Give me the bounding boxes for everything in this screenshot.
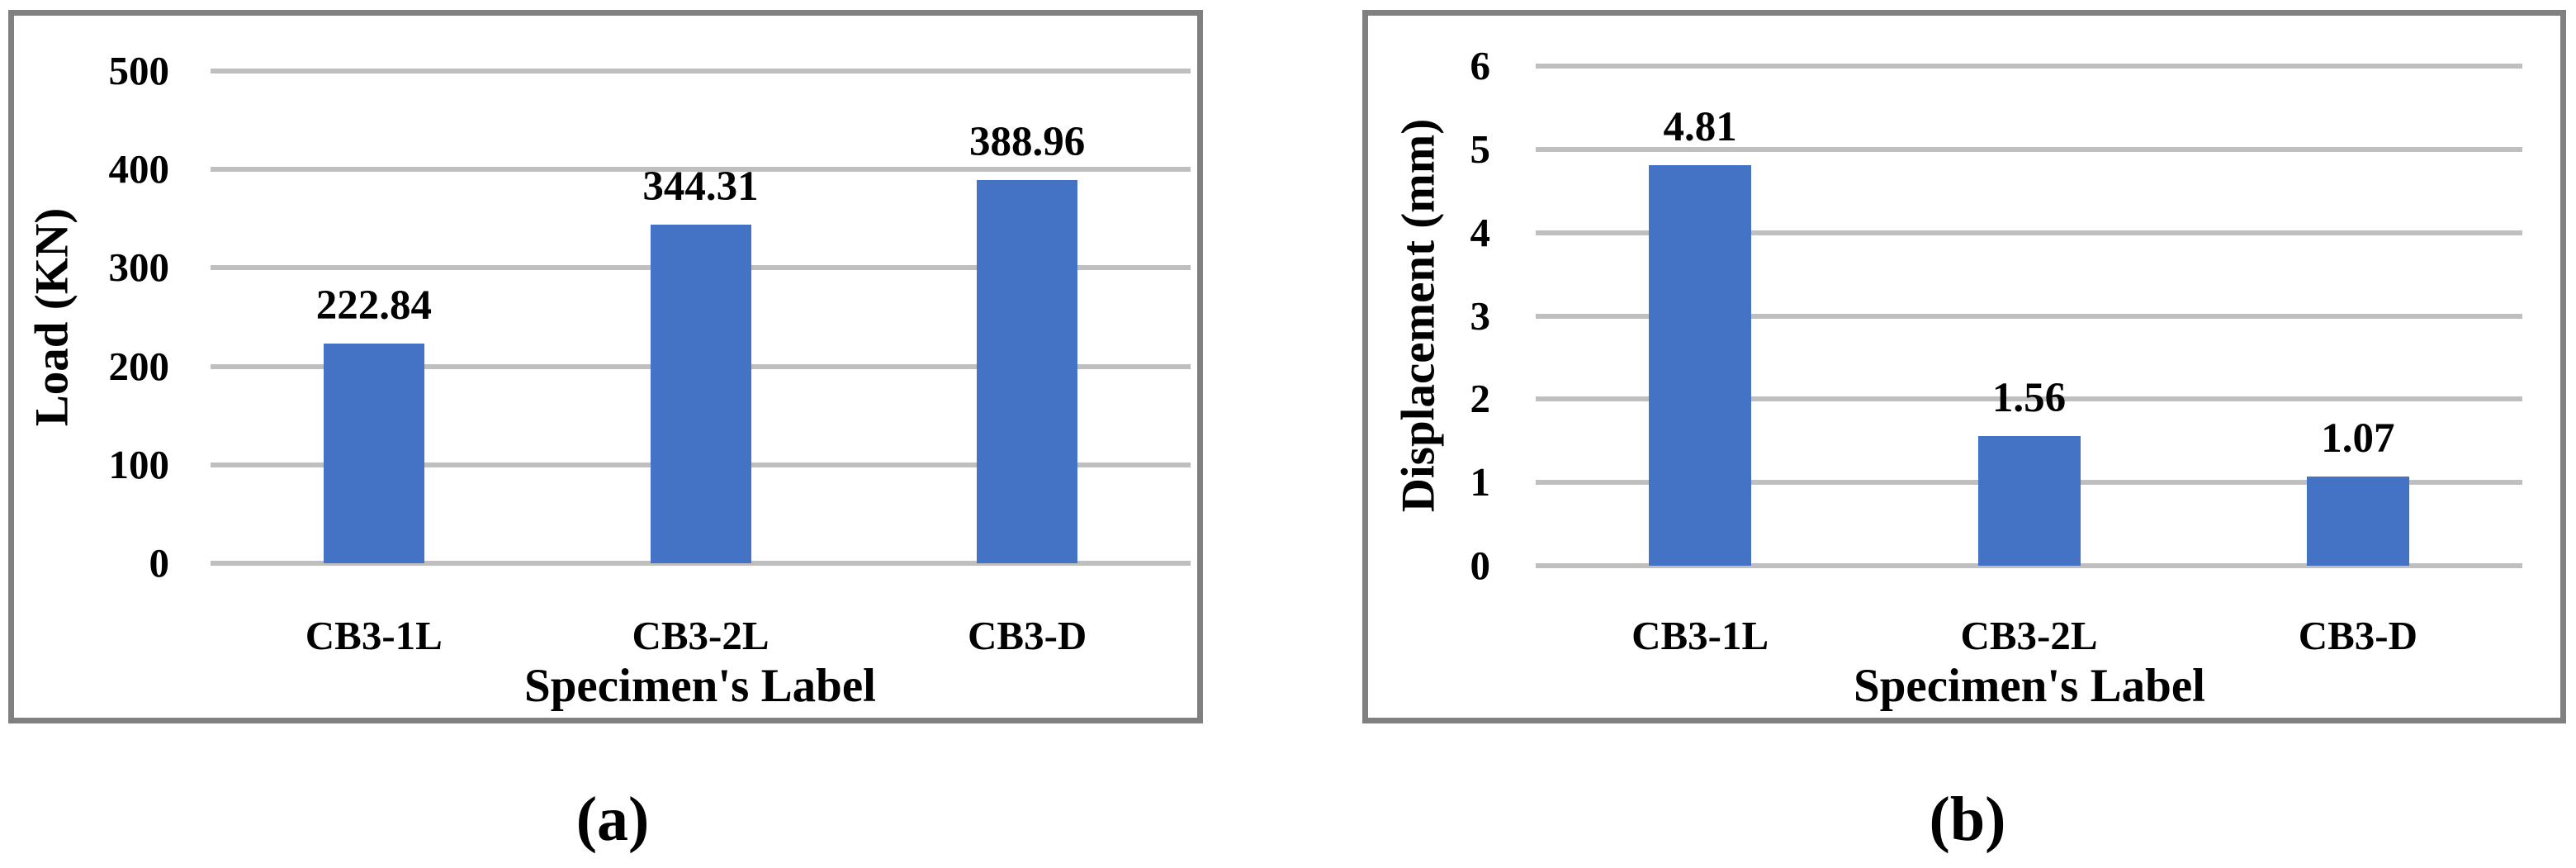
x-tick-label: CB3-1L: [305, 613, 443, 658]
x-tick-label: CB3-D: [968, 613, 1087, 658]
bar-CB3-2L: [650, 224, 751, 563]
bar-CB3-2L: [1977, 435, 2081, 566]
bar-value-label: 222.84: [315, 282, 432, 330]
bar-value-label: 4.81: [1663, 103, 1737, 150]
bar-value-label: 344.31: [642, 163, 759, 210]
y-tick-label: 0: [149, 540, 170, 586]
y-tick-label: 200: [108, 343, 170, 389]
gridline: [211, 561, 1191, 566]
gridline: [211, 69, 1191, 74]
y-tick-label: 100: [108, 441, 170, 487]
y-tick-label: 300: [108, 244, 170, 291]
bar-CB3-D: [2306, 477, 2409, 566]
y-tick-label: 6: [1470, 43, 1491, 88]
y-tick-label: 4: [1470, 209, 1491, 255]
x-tick-label: CB3-2L: [632, 613, 769, 658]
y-tick-label: 0: [1470, 543, 1491, 588]
bar-value-label: 388.96: [969, 119, 1086, 166]
gridline: [1536, 563, 2522, 568]
caption-b: (b): [1929, 785, 2006, 854]
gridline: [1536, 313, 2522, 319]
x-axis-title-b: Specimen's Label: [1854, 660, 2205, 712]
y-tick-label: 2: [1470, 376, 1491, 422]
caption-a: (a): [575, 785, 650, 854]
gridline: [211, 167, 1191, 173]
y-tick-label: 3: [1470, 292, 1491, 339]
y-tick-label: 1: [1470, 459, 1491, 505]
bar-value-label: 1.56: [1991, 374, 2067, 421]
x-tick-label: CB3-2L: [1960, 613, 2098, 658]
bar-CB3-1L: [323, 344, 424, 563]
x-tick-label: CB3-1L: [1631, 613, 1769, 658]
gridline: [1536, 396, 2522, 402]
gridline: [1536, 64, 2522, 69]
gridline: [1536, 230, 2522, 235]
gridline: [1536, 146, 2522, 152]
y-tick-label: 500: [108, 48, 170, 93]
bar-CB3-1L: [1649, 164, 1752, 566]
bar-CB3-D: [977, 180, 1078, 563]
y-tick-label: 5: [1470, 126, 1491, 172]
y-tick-label: 400: [108, 146, 170, 192]
chart-panel-b: [1362, 10, 2566, 723]
bar-value-label: 1.07: [2321, 415, 2395, 462]
x-tick-label: CB3-D: [2298, 613, 2417, 658]
x-axis-title-a: Specimen's Label: [524, 660, 876, 712]
